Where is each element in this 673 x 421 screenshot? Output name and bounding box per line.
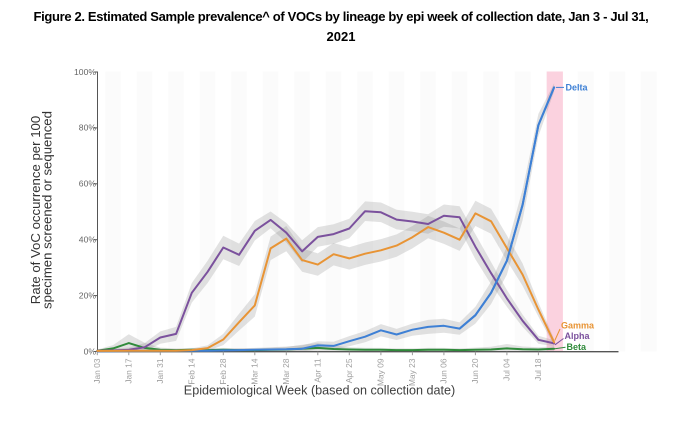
svg-text:Alpha: Alpha	[565, 331, 591, 341]
svg-text:Mar 28: Mar 28	[281, 358, 291, 384]
svg-text:Apr 11: Apr 11	[312, 358, 322, 382]
svg-text:2021: 2021	[327, 29, 356, 44]
svg-text:May 09: May 09	[375, 358, 385, 386]
svg-text:Jul 18: Jul 18	[533, 358, 543, 381]
svg-text:Epidemiological Week (based on: Epidemiological Week (based on collectio…	[184, 383, 455, 397]
svg-text:100%: 100%	[74, 67, 96, 77]
svg-text:20%: 20%	[79, 290, 97, 300]
svg-text:Beta: Beta	[567, 342, 588, 352]
svg-text:Apr 25: Apr 25	[344, 358, 354, 383]
svg-text:Jul 04: Jul 04	[501, 358, 511, 381]
svg-text:Delta: Delta	[566, 82, 589, 92]
svg-text:Figure 2. Estimated Sample pre: Figure 2. Estimated Sample prevalence^ o…	[34, 9, 649, 24]
svg-text:Feb 28: Feb 28	[218, 358, 228, 384]
svg-text:Jan 17: Jan 17	[123, 358, 133, 383]
svg-text:Rate of VoC occurrence per 100: Rate of VoC occurrence per 100	[28, 116, 43, 304]
svg-text:May 23: May 23	[407, 358, 417, 386]
svg-text:Mar 14: Mar 14	[249, 358, 259, 384]
svg-text:specimen screened or sequenced: specimen screened or sequenced	[40, 111, 55, 309]
svg-text:40%: 40%	[79, 235, 97, 245]
svg-text:Jan 31: Jan 31	[155, 358, 165, 383]
svg-text:0%: 0%	[84, 346, 97, 356]
svg-text:Feb 14: Feb 14	[186, 358, 196, 384]
svg-text:Jun 20: Jun 20	[470, 358, 480, 383]
svg-text:60%: 60%	[79, 179, 97, 189]
svg-text:Gamma: Gamma	[561, 321, 595, 331]
svg-text:Jan 03: Jan 03	[92, 358, 102, 383]
svg-text:80%: 80%	[79, 123, 97, 133]
svg-text:Jun 06: Jun 06	[438, 358, 448, 383]
